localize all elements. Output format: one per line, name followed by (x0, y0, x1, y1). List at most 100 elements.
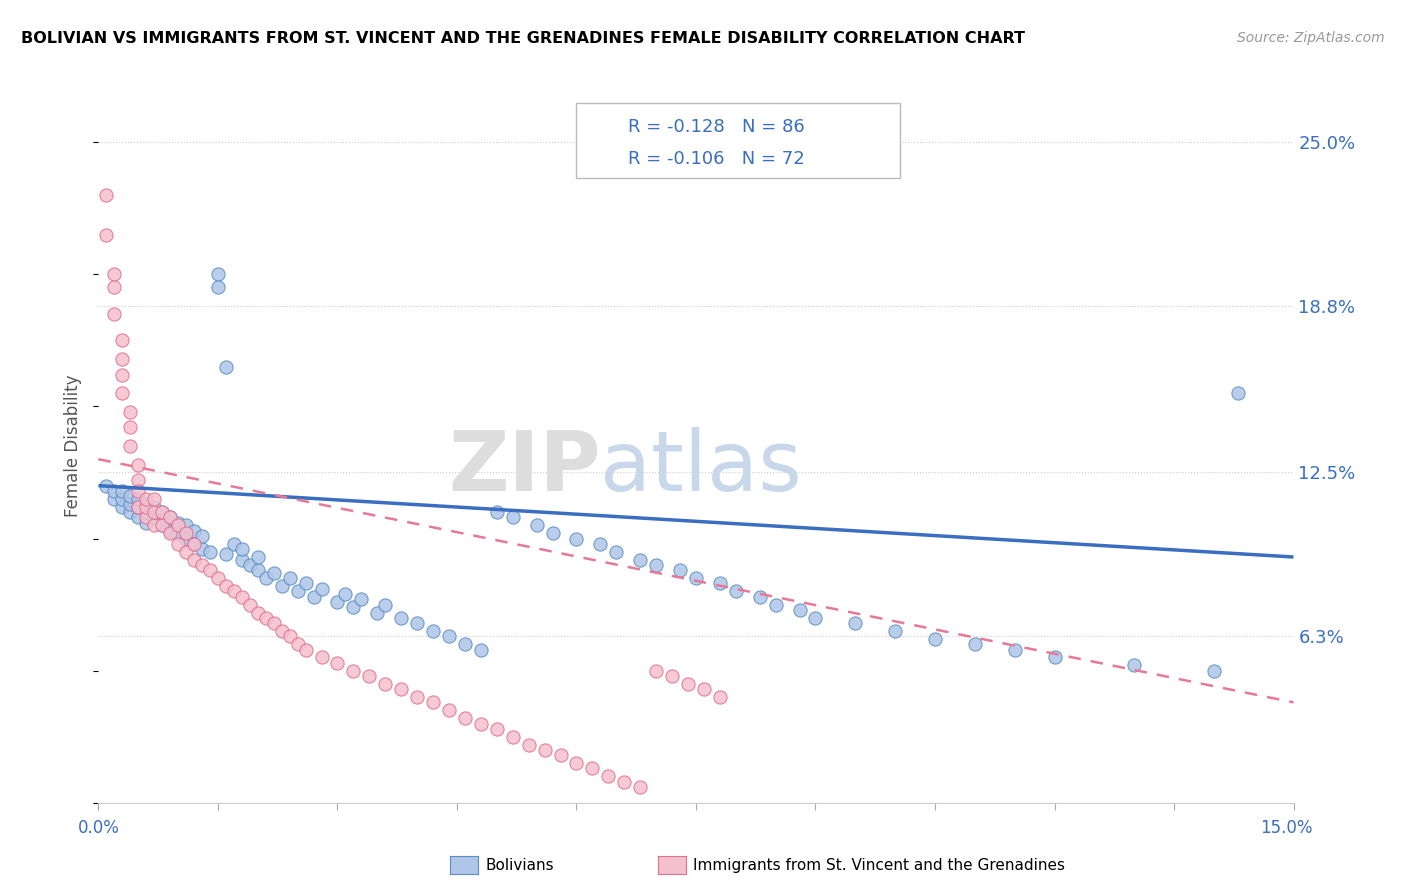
Point (120, 489, 142, 503)
Point (167, 537, 190, 551)
Point (270, 624, 292, 638)
Point (454, 637, 477, 651)
Point (709, 690, 731, 704)
Point (120, 404, 142, 418)
Point (207, 571, 229, 585)
Point (589, 537, 612, 551)
Point (263, 616, 285, 631)
Point (183, 537, 205, 551)
Point (628, 552, 651, 566)
Point (191, 542, 214, 557)
Point (174, 526, 197, 541)
Point (541, 526, 564, 541)
Point (565, 532, 588, 546)
Point (270, 579, 292, 593)
Point (526, 518, 548, 533)
Point (406, 616, 429, 631)
Point (127, 474, 149, 488)
Point (311, 650, 333, 665)
Point (120, 439, 142, 453)
Point (191, 558, 214, 572)
Point (96, 188, 118, 202)
Point (222, 584, 245, 599)
Point (470, 716, 492, 731)
Point (111, 500, 134, 514)
Point (167, 516, 190, 530)
Point (406, 690, 429, 704)
Point (765, 598, 787, 612)
Text: ZIP: ZIP (449, 427, 600, 508)
Point (143, 491, 166, 506)
Point (1202, 664, 1225, 678)
Point (374, 598, 396, 612)
Point (103, 280, 125, 294)
Point (278, 571, 301, 585)
Point (120, 420, 142, 434)
Point (207, 280, 229, 294)
Point (215, 579, 238, 593)
Text: Immigrants from St. Vincent and the Grenadines: Immigrants from St. Vincent and the Gren… (693, 858, 1066, 872)
Point (804, 611, 827, 625)
Point (183, 537, 205, 551)
Point (103, 307, 125, 321)
Point (143, 510, 166, 524)
Text: Source: ZipAtlas.com: Source: ZipAtlas.com (1237, 31, 1385, 45)
Point (581, 761, 603, 775)
Point (174, 532, 197, 546)
Point (111, 386, 134, 401)
Point (669, 563, 692, 577)
Point (103, 267, 125, 281)
Point (150, 505, 173, 519)
Point (246, 549, 269, 564)
Point (350, 592, 373, 607)
Point (326, 595, 349, 609)
Point (1004, 642, 1026, 657)
Point (111, 333, 134, 347)
Point (605, 545, 627, 559)
Point (207, 267, 229, 281)
Text: 0.0%: 0.0% (77, 819, 120, 837)
Point (422, 695, 444, 709)
Point (246, 563, 269, 577)
Point (1226, 386, 1249, 401)
Point (127, 500, 149, 514)
Point (1123, 658, 1146, 673)
Point (502, 510, 524, 524)
Point (335, 587, 357, 601)
Point (550, 748, 572, 763)
Point (174, 518, 197, 533)
Point (470, 642, 492, 657)
Text: R = -0.106   N = 72: R = -0.106 N = 72 (628, 150, 806, 168)
Point (96, 478, 118, 492)
Point (143, 518, 166, 533)
Point (135, 491, 157, 506)
Point (598, 769, 620, 783)
Point (565, 756, 588, 771)
Point (693, 682, 716, 697)
Point (183, 552, 205, 566)
Point (302, 590, 325, 604)
Point (111, 351, 134, 366)
Point (628, 780, 651, 794)
Point (143, 500, 166, 514)
Point (676, 677, 699, 691)
Point (685, 571, 707, 585)
Point (724, 584, 747, 599)
Text: R = -0.128   N = 86: R = -0.128 N = 86 (628, 118, 806, 136)
Point (374, 677, 396, 691)
Point (485, 722, 508, 736)
Point (143, 505, 166, 519)
Point (254, 611, 277, 625)
Point (135, 516, 157, 530)
Point (231, 552, 253, 566)
Point (120, 497, 142, 511)
Point (127, 491, 149, 506)
Point (342, 600, 364, 615)
Point (215, 547, 238, 561)
Text: Bolivians: Bolivians (485, 858, 554, 872)
Point (120, 505, 142, 519)
Point (111, 368, 134, 382)
Point (127, 510, 149, 524)
Point (709, 576, 731, 591)
Point (263, 566, 285, 580)
